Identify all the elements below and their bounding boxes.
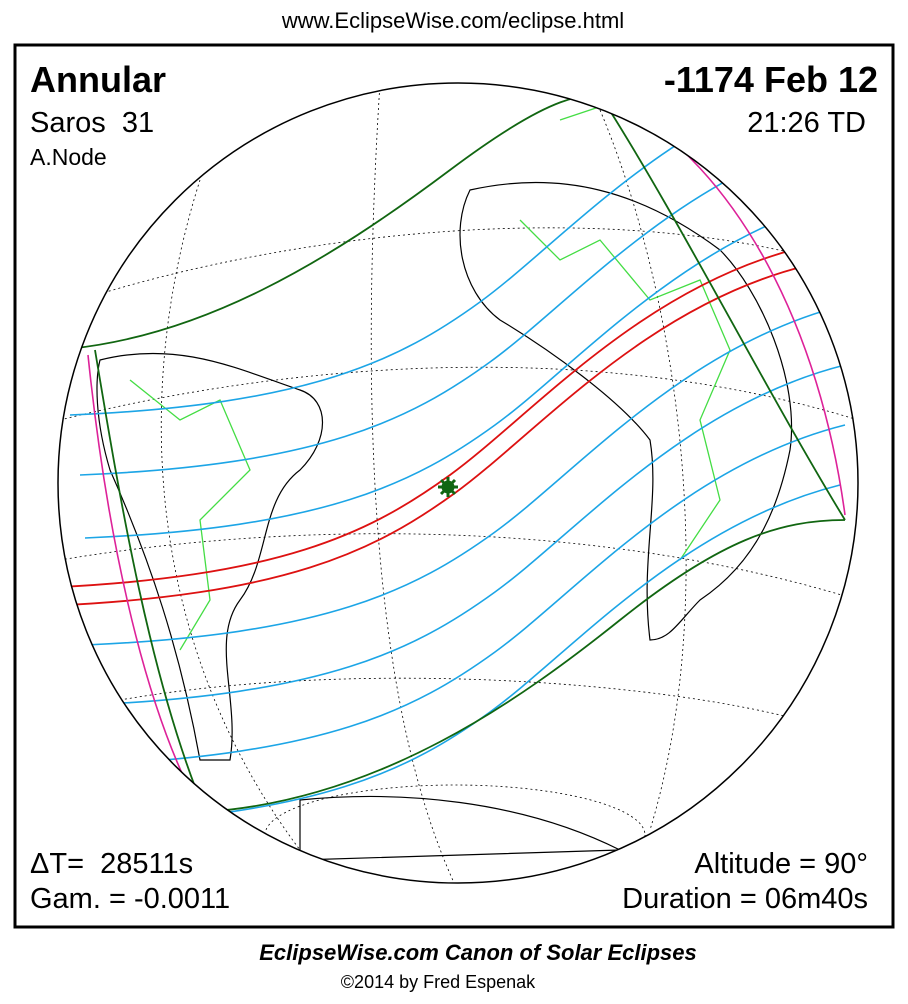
eclipse-type: Annular [30,59,166,100]
node: A.Node [30,144,107,170]
duration: Duration = 06m40s [622,883,868,915]
footer-title: EclipseWise.com Canon of Solar Eclipses [259,940,697,965]
time: 21:26 TD [747,107,866,139]
url: www.EclipseWise.com/eclipse.html [281,8,624,33]
saros: Saros 31 [30,107,154,139]
greatest-eclipse [438,477,458,497]
altitude: Altitude = 90° [694,848,868,880]
penumbra-limits [58,93,846,813]
delta-t: ΔT= 28511s [30,848,193,880]
graticule [59,83,858,883]
eclipse-date: -1174 Feb 12 [664,59,878,100]
rise-set-curves [87,99,846,811]
coastlines [96,181,793,861]
copyright: ©2014 by Fred Espenak [341,972,536,992]
globe-content [58,83,858,883]
gamma: Gam. = -0.0011 [30,883,230,915]
borders [129,99,781,651]
frame [13,43,895,929]
penumbral-curves [69,83,846,826]
globe-outline [57,82,859,884]
